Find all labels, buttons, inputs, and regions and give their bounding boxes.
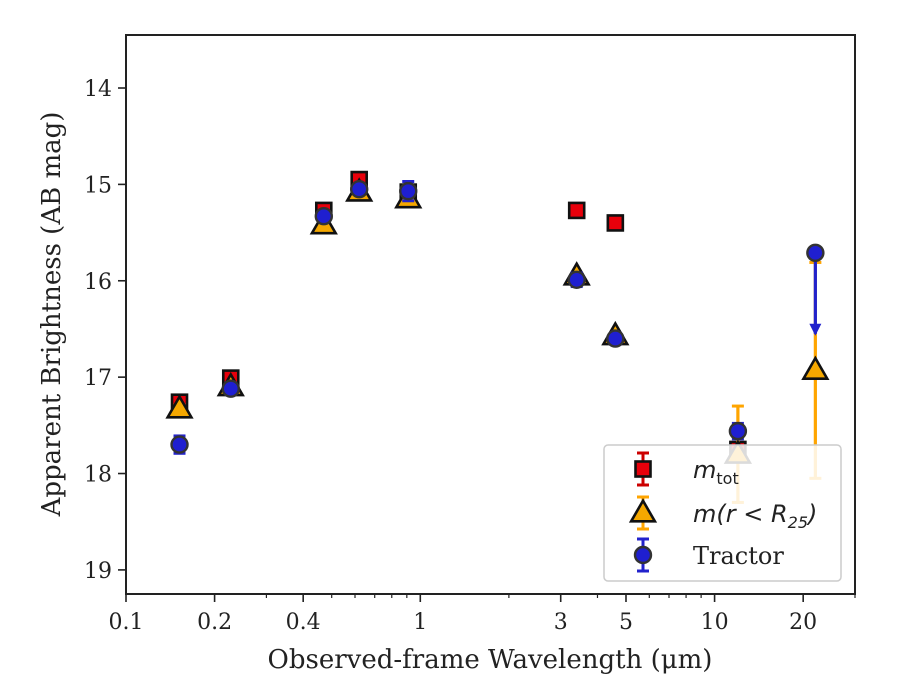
plot-frame [125,34,856,595]
x-tick-label: 0.4 [286,610,321,635]
series-circle [170,179,825,455]
data-point [349,180,369,199]
legend-label: Tractor [693,542,784,570]
data-point [221,379,240,398]
legend-marker-triangle [628,498,658,523]
legend-marker-square [634,460,652,478]
legend-label: mtot [693,456,739,488]
x-tick-label: 0.2 [197,610,232,635]
data-point [801,355,830,381]
legend: mtot m(r < R25) Tractor [603,444,842,582]
data-point [728,421,748,441]
y-tick-label: 16 [84,270,112,295]
data-point [606,329,625,348]
y-tick-label: 17 [84,366,112,391]
data-point [806,243,825,263]
legend-marker-circle [633,545,653,565]
x-tick-label: 0.1 [109,610,144,635]
legend-box [603,444,842,582]
series-square [170,170,747,459]
data-point [165,394,194,419]
y-tick-label: 18 [84,463,112,488]
legend-label: m(r < R25) [693,500,817,532]
upper-limit-arrow [809,323,822,336]
x-axis-label: Observed-frame Wavelength (μm) [268,645,713,675]
x-tick-label: 3 [554,610,568,635]
y-tick-label: 15 [84,173,112,198]
y-axis-label: Apparent Brightness (AB mag) [37,112,67,518]
y-tick-label: 19 [84,559,112,584]
data-point [399,181,418,201]
data-point [314,206,333,226]
y-tick-label: 14 [84,77,112,102]
data-point [567,270,586,290]
data-point [170,435,189,454]
x-tick-label: 20 [789,610,817,635]
data-point [606,214,625,232]
x-tick-label: 1 [413,610,427,635]
x-tick-label: 5 [619,610,633,635]
x-tick-label: 10 [701,610,729,635]
data-point [567,201,586,220]
